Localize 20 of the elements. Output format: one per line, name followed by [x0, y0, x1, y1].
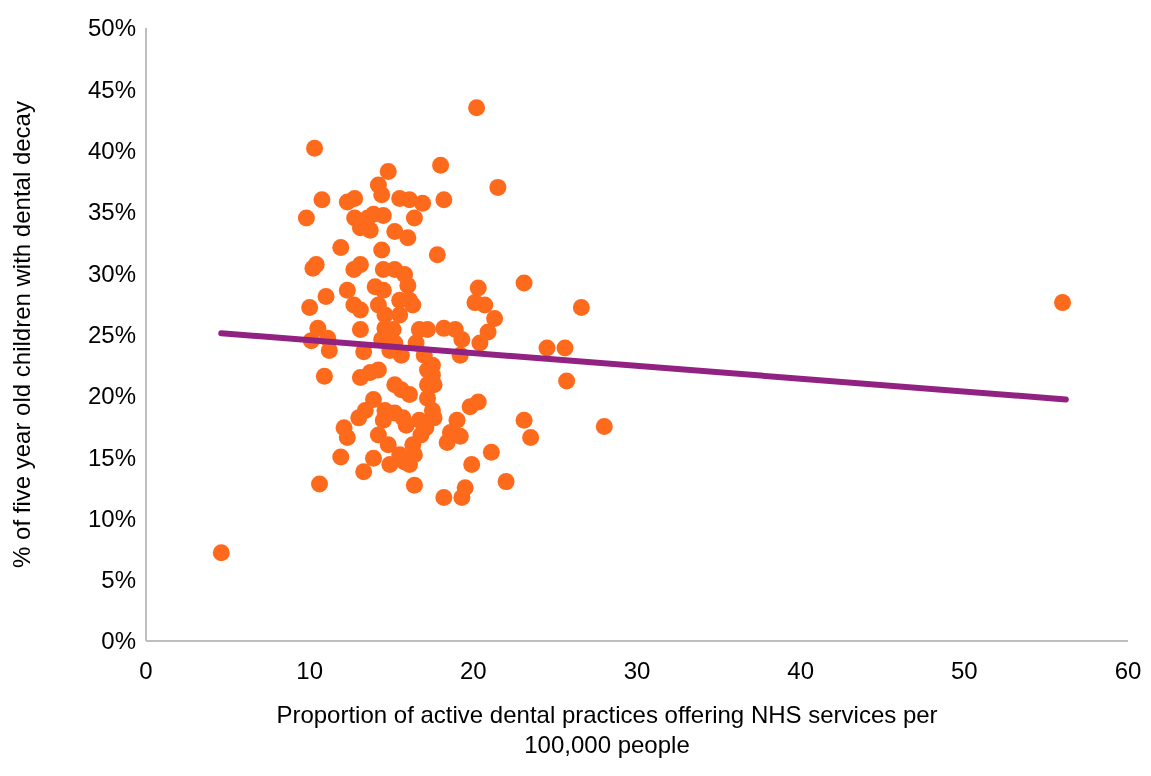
y-tick-label: 10% [87, 504, 136, 532]
y-tick-label: 25% [87, 320, 136, 348]
y-tick-label: 20% [87, 382, 136, 410]
x-tick-label: 50 [950, 657, 978, 684]
x-tick-label: 60 [1114, 657, 1142, 684]
x-tick-label: 40 [787, 657, 815, 684]
x-tick-label: 10 [296, 657, 324, 684]
x-tick-label: 30 [623, 657, 651, 684]
y-tick-label: 5% [101, 566, 136, 594]
x-tick-label: 0 [139, 657, 153, 684]
y-axis-title: % of five year old children with dental decay [8, 101, 35, 568]
x-axis-title: Proportion of active dental practices offering NHS services per 100,000 people [276, 701, 938, 758]
x-tick-label: 20 [459, 657, 487, 684]
y-tick-label: 40% [87, 137, 136, 164]
y-tick-label: 15% [87, 443, 136, 471]
y-tick-label: 0% [101, 627, 136, 655]
y-tick-label: 45% [87, 75, 136, 103]
y-tick-label: 35% [87, 198, 136, 226]
y-tick-label: 50% [87, 14, 136, 42]
y-tick-label: 30% [87, 259, 136, 287]
